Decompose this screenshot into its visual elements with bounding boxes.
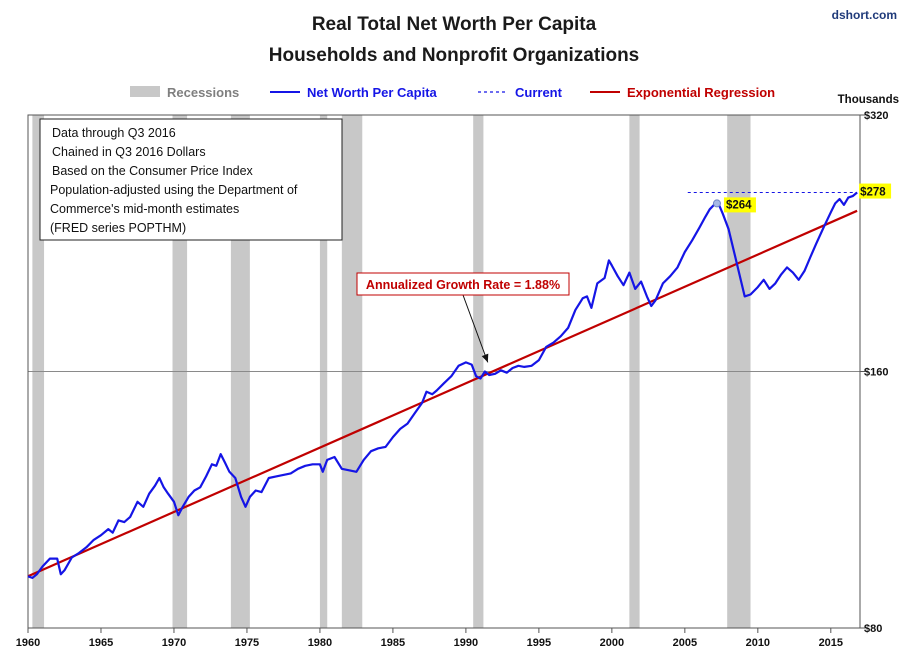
current-label: $278 (860, 187, 886, 199)
growth-rate-callout: Annualized Growth Rate = 1.88% (356, 272, 570, 363)
x-tick-label: 1995 (527, 637, 551, 649)
note-line-4: Population-adjusted using the Department… (50, 183, 298, 197)
current-label-box (859, 183, 892, 199)
legend-item-networth: Net Worth Per Capita (270, 85, 438, 100)
current-annotation: $278 (859, 183, 892, 199)
peak-label: $264 (726, 199, 752, 211)
x-tick-label: 1990 (454, 637, 478, 649)
growth-arrow-head (481, 353, 489, 363)
chart-subtitle: Households and Nonprofit Organizations (269, 45, 640, 66)
x-tick-label: 1965 (89, 637, 113, 649)
note-line-6: (FRED series POPTHM) (50, 221, 186, 235)
note-line-1: Data through Q3 2016 (52, 126, 176, 140)
x-tick-label: 1980 (308, 637, 332, 649)
peak-annotation: $264 (712, 197, 756, 213)
y-tick-label: $80 (864, 623, 882, 635)
x-tick-label: 2005 (673, 637, 697, 649)
legend-swatch-recessions (130, 86, 160, 97)
notes-box-frame (39, 118, 343, 241)
legend-item-current: Current (478, 85, 563, 100)
x-tick-label: 1970 (162, 637, 186, 649)
legend-item-recessions: Recessions (130, 85, 239, 100)
y-tick-label: $320 (864, 110, 888, 122)
x-tick-label: 1985 (381, 637, 405, 649)
x-axis-ticks: 1960 1965 1970 1975 1980 1985 1990 1995 2000 2005… (16, 628, 843, 649)
y-axis-ticks: $320 $160 $80 (860, 110, 888, 635)
regression-line (27, 209, 858, 578)
x-tick-label: 1960 (16, 637, 40, 649)
note-line-2: Chained in Q3 2016 Dollars (52, 145, 206, 159)
notes-box: Data through Q3 2016 Chained in Q3 2016 … (39, 118, 343, 241)
growth-rate-label: Annualized Growth Rate = 1.88% (366, 278, 560, 292)
legend-label-recessions: Recessions (167, 85, 239, 100)
y-tick-label: $160 (864, 367, 888, 379)
legend-item-regression: Exponential Regression (590, 85, 775, 100)
chart-title: Real Total Net Worth Per Capita (312, 14, 597, 35)
growth-rate-box (356, 272, 570, 296)
peak-marker (712, 199, 721, 208)
x-tick-label: 2000 (600, 637, 624, 649)
legend-label-current: Current (515, 85, 563, 100)
legend-label-regression: Exponential Regression (627, 85, 775, 100)
peak-label-box (723, 197, 756, 213)
growth-arrow-line (462, 294, 489, 363)
net-worth-line (27, 191, 858, 579)
y-unit-label: Thousands (838, 94, 899, 106)
x-tick-label: 1975 (235, 637, 259, 649)
legend: Recessions Net Worth Per Capita Current Exp… (130, 85, 775, 100)
x-tick-label: 2010 (746, 637, 770, 649)
x-tick-label: 2015 (819, 637, 843, 649)
note-line-5: Commerce's mid-month estimates (50, 202, 239, 216)
series-layer (27, 191, 858, 579)
brand-label: dshort.com (832, 8, 897, 22)
legend-label-networth: Net Worth Per Capita (307, 85, 438, 100)
note-line-3: Based on the Consumer Price Index (52, 164, 254, 178)
